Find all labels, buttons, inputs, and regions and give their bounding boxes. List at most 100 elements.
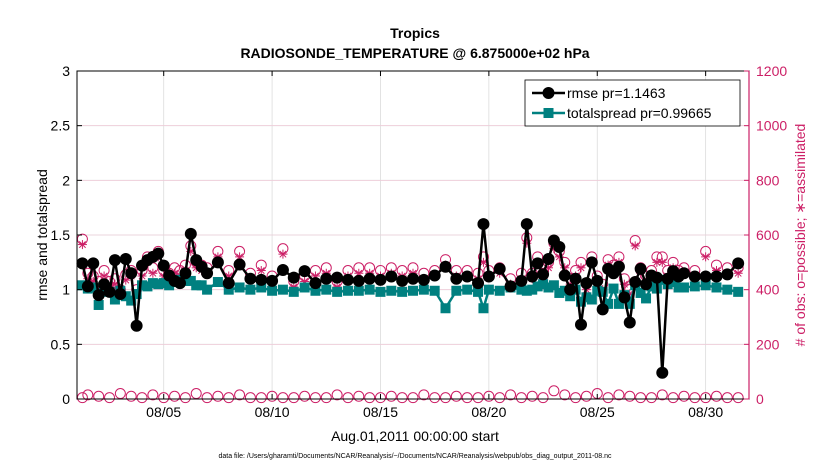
rmse-marker — [450, 272, 463, 285]
x-axis-label: Aug.01,2011 00:00:00 start — [331, 428, 499, 444]
rmse-marker — [504, 280, 517, 293]
legend-rmse-label: rmse pr=1.1463 — [567, 85, 666, 101]
obs-rejected-marker — [244, 392, 256, 404]
obs-assimilated-marker — [148, 268, 158, 278]
rmse-marker — [352, 274, 365, 287]
rmse-marker — [320, 272, 333, 285]
obs-rejected-marker — [667, 392, 679, 404]
obs-rejected-marker — [385, 390, 397, 402]
spread-marker — [321, 284, 332, 295]
obs-rejected-marker — [104, 392, 116, 404]
obs-rejected-marker — [320, 392, 332, 404]
spread-marker — [277, 284, 288, 295]
rmse-marker — [385, 270, 398, 283]
obs-rejected-marker — [255, 392, 267, 404]
rmse-marker — [179, 267, 192, 280]
spread-marker — [478, 303, 489, 314]
spread-marker — [462, 284, 473, 295]
rmse-marker — [520, 218, 533, 231]
spread-marker — [597, 286, 608, 297]
obs-rejected-marker — [624, 390, 636, 402]
obs-rejected-marker — [505, 389, 517, 401]
spread-marker — [256, 282, 267, 293]
rmse-marker — [640, 278, 653, 291]
obs-assimilated-marker — [630, 241, 640, 251]
spread-marker — [635, 287, 646, 298]
obs-rejected-marker — [515, 392, 527, 404]
legend-box — [524, 79, 741, 127]
obs-rejected-marker — [190, 388, 202, 400]
rmse-marker — [677, 267, 690, 280]
obs-rejected-marker — [678, 390, 690, 402]
spread-marker — [451, 285, 462, 296]
rmse-marker — [623, 316, 636, 329]
obs-assimilated-marker — [657, 257, 667, 267]
spread-marker — [581, 292, 592, 303]
y-left-tick-label: 2.5 — [51, 118, 71, 134]
spread-marker — [483, 284, 494, 295]
obs-assimilated-marker — [652, 257, 662, 267]
y-left-tick-label: 1 — [62, 282, 70, 298]
obs-rejected-marker — [136, 392, 148, 404]
y-right-tick-label: 1200 — [756, 63, 787, 79]
obs-assimilated-marker — [576, 263, 586, 273]
spread-marker — [543, 282, 554, 293]
y-right-tick-label: 0 — [756, 391, 764, 407]
rmse-line — [81, 223, 740, 373]
obs-rejected-marker — [689, 392, 701, 404]
rmse-marker — [580, 277, 593, 290]
spread-marker — [223, 284, 234, 295]
obs-rejected-marker — [179, 392, 191, 404]
x-tick-label: 08/20 — [471, 404, 506, 420]
rmse-marker — [629, 276, 642, 289]
obs-rejected-marker — [570, 392, 582, 404]
obs-rejected-marker — [721, 392, 733, 404]
obs-rejected-marker — [374, 392, 386, 404]
rmse-marker — [472, 277, 485, 290]
obs-rejected-marker — [288, 392, 300, 404]
spread-marker — [678, 282, 689, 293]
spread-marker — [494, 285, 505, 296]
spread-marker — [153, 279, 164, 290]
spread-marker — [603, 298, 614, 309]
obs-rejected-marker — [635, 392, 647, 404]
spread-marker — [516, 284, 527, 295]
x-tick-label: 08/25 — [580, 404, 615, 420]
y-axis-right-label: # of obs: o=possible; ∗=assimilated — [792, 124, 808, 347]
obs-rejected-marker — [483, 390, 495, 402]
spread-marker — [137, 280, 148, 291]
obs-rejected-marker — [440, 392, 452, 404]
rmse-marker — [612, 260, 625, 273]
rmse-marker — [125, 267, 138, 280]
obs-rejected-marker — [494, 392, 506, 404]
rmse-marker — [656, 366, 669, 379]
rmse-marker — [309, 277, 322, 290]
y-axis-left-label: rmse and totalspread — [34, 169, 50, 301]
spread-marker — [586, 294, 597, 305]
spread-marker — [375, 286, 386, 297]
chart-title: Tropics — [390, 25, 440, 41]
rmse-marker — [266, 274, 279, 287]
rmse-marker — [276, 263, 289, 276]
y-left-tick-label: 1.5 — [51, 227, 71, 243]
rmse-marker — [699, 270, 712, 283]
obs-rejected-marker — [461, 392, 473, 404]
obs-rejected-marker — [266, 390, 278, 402]
rmse-marker — [119, 253, 132, 266]
spread-marker — [196, 280, 207, 291]
spread-marker — [733, 286, 744, 297]
obs-rejected-marker — [277, 392, 289, 404]
obs-rejected-marker — [342, 392, 354, 404]
rmse-marker — [688, 270, 701, 283]
spread-marker — [613, 298, 624, 309]
obs-rejected-marker — [645, 392, 657, 404]
obs-rejected-marker — [82, 389, 94, 401]
rmse-marker — [331, 271, 344, 284]
spread-marker — [429, 285, 440, 296]
obs-rejected-marker — [537, 392, 549, 404]
spread-marker — [191, 280, 202, 291]
spread-marker — [532, 281, 543, 292]
spread-marker — [624, 298, 635, 309]
y-left-tick-label: 3 — [62, 63, 70, 79]
rmse-marker — [81, 280, 94, 293]
